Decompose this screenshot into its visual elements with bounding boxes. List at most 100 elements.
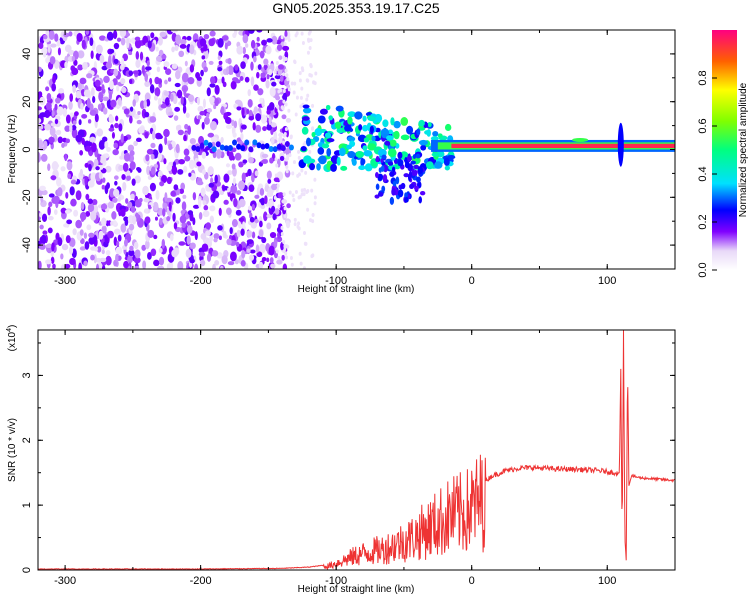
heatmap-cell bbox=[101, 225, 107, 234]
x-tick-label: -200 bbox=[190, 275, 212, 287]
heatmap-cell bbox=[309, 38, 313, 43]
heatmap-cell bbox=[294, 112, 298, 117]
heatmap-cell bbox=[224, 116, 231, 124]
heatmap-cell bbox=[97, 153, 101, 163]
heatmap-cell bbox=[205, 230, 211, 236]
heatmap-cell bbox=[291, 171, 295, 176]
heatmap-cell bbox=[94, 113, 99, 123]
heatmap-cell bbox=[358, 124, 363, 131]
heatmap-cell bbox=[241, 249, 246, 259]
heatmap-cell bbox=[269, 231, 277, 239]
heatmap-cell bbox=[300, 145, 307, 152]
heatmap-cell bbox=[326, 138, 335, 143]
heatmap-cell bbox=[214, 174, 218, 184]
top-x-axis-label: Height of straight line (km) bbox=[298, 284, 415, 295]
heatmap-cell bbox=[278, 132, 284, 138]
heatmap-cell bbox=[99, 154, 107, 164]
heatmap-cell bbox=[157, 78, 163, 85]
heatmap-cell bbox=[310, 188, 314, 193]
heatmap-cell bbox=[138, 197, 143, 203]
heatmap-cell bbox=[98, 104, 102, 111]
heatmap-cell bbox=[117, 196, 122, 202]
heatmap-cell bbox=[278, 136, 283, 144]
heatmap-cell bbox=[98, 91, 104, 102]
heatmap-cell bbox=[202, 169, 206, 175]
heatmap-cell bbox=[133, 241, 139, 250]
heatmap-cell bbox=[166, 207, 170, 216]
heatmap-cell bbox=[141, 64, 145, 75]
heatmap-cell bbox=[302, 192, 306, 197]
heatmap-cell bbox=[130, 205, 136, 213]
heatmap-cell bbox=[69, 93, 74, 102]
heatmap-cell bbox=[123, 152, 131, 162]
heatmap-cell bbox=[105, 165, 112, 173]
heatmap-cell bbox=[414, 185, 419, 191]
heatmap-cell bbox=[260, 114, 268, 124]
heatmap-cell bbox=[50, 256, 55, 264]
heatmap-cell bbox=[249, 249, 256, 254]
heatmap-cell bbox=[113, 142, 119, 149]
heatmap-cell bbox=[98, 230, 104, 240]
heatmap-cell bbox=[275, 104, 279, 109]
heatmap-cell bbox=[282, 239, 286, 244]
heatmap-cell bbox=[397, 189, 404, 198]
heatmap-cell bbox=[175, 143, 180, 154]
heatmap-cell bbox=[87, 119, 92, 124]
heatmap-cell bbox=[259, 50, 265, 59]
heatmap-cell bbox=[258, 261, 264, 269]
heatmap-cell bbox=[244, 139, 250, 146]
heatmap-cell bbox=[296, 224, 300, 229]
top-y-ticks: -40 -20 0 20 40 bbox=[21, 29, 675, 270]
x-tick-label: -100 bbox=[325, 575, 347, 587]
heatmap-cell bbox=[276, 44, 283, 52]
heatmap-cell bbox=[50, 175, 57, 181]
heatmap-cell bbox=[274, 173, 278, 178]
heatmap-cell bbox=[163, 128, 170, 138]
heatmap-cell bbox=[131, 178, 136, 186]
heatmap-cell bbox=[149, 182, 156, 192]
heatmap-cell bbox=[86, 224, 92, 231]
heatmap-cell bbox=[382, 174, 388, 182]
y-tick-label: 3 bbox=[21, 372, 33, 378]
heatmap-cell bbox=[39, 112, 47, 118]
heatmap-cell bbox=[393, 130, 400, 140]
heatmap-cell bbox=[297, 149, 301, 154]
heatmap-cell bbox=[208, 38, 215, 47]
heatmap-cell bbox=[298, 194, 302, 199]
heatmap-cell bbox=[48, 215, 54, 221]
heatmap-cell bbox=[84, 175, 88, 186]
heatmap-cell bbox=[120, 208, 126, 217]
y-tick-label: 1 bbox=[21, 502, 33, 508]
heatmap-cell bbox=[87, 180, 95, 188]
heatmap-cell bbox=[207, 142, 213, 149]
heatmap-cell bbox=[251, 204, 255, 210]
heatmap-cell bbox=[387, 161, 394, 166]
heatmap-cell bbox=[413, 164, 420, 170]
heatmap-cell bbox=[149, 116, 157, 123]
heatmap-cell bbox=[118, 164, 124, 171]
heatmap-cell bbox=[155, 189, 160, 200]
heatmap-cell bbox=[196, 161, 202, 167]
heatmap-cell bbox=[308, 149, 312, 154]
heatmap-cell bbox=[149, 84, 155, 94]
heatmap-cell bbox=[284, 36, 288, 41]
heatmap-cell bbox=[179, 215, 187, 224]
heatmap-cell bbox=[248, 184, 255, 192]
x-tick-label: 0 bbox=[469, 575, 475, 587]
heatmap-cell bbox=[265, 45, 272, 55]
heatmap-cell bbox=[151, 130, 156, 141]
x-tick-label: -200 bbox=[190, 575, 212, 587]
heatmap-cell bbox=[242, 46, 246, 55]
heatmap-cell bbox=[362, 124, 369, 132]
heatmap-cell bbox=[254, 170, 259, 177]
heatmap-cell bbox=[146, 98, 151, 107]
heatmap-cell bbox=[250, 61, 254, 71]
heatmap-cell bbox=[170, 30, 178, 33]
heatmap-cell bbox=[287, 37, 291, 42]
heatmap-cell bbox=[206, 253, 212, 262]
heatmap-cell bbox=[318, 155, 327, 165]
heatmap-cell bbox=[142, 185, 149, 196]
heatmap-cell bbox=[122, 181, 127, 192]
heatmap-cell bbox=[304, 170, 308, 175]
heatmap-cell bbox=[266, 109, 271, 115]
